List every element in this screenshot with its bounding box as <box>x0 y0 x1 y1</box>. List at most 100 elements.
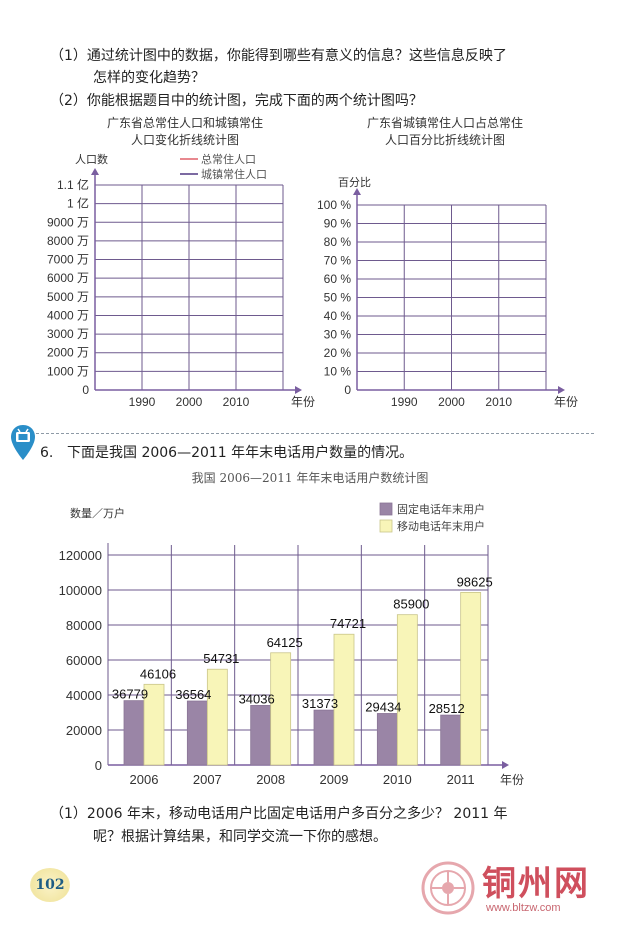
bar <box>440 714 462 766</box>
bar <box>396 614 418 766</box>
x-axis-label: 年份 <box>554 395 578 409</box>
bar-data-label: 36564 <box>175 687 211 702</box>
y-tick-label: 50 % <box>324 291 352 305</box>
bar-data-label: 54731 <box>203 651 239 666</box>
y-tick-label: 9000 万 <box>47 215 89 229</box>
bar-x-tick-label: 2008 <box>256 772 285 787</box>
x-axis-arrow <box>295 386 302 394</box>
right-chart-y-ticks: 0 10 % 20 % 30 % 40 % 50 % 60 % 70 % 80 % 90 % 100… <box>317 198 351 397</box>
y-tick-label: 4000 万 <box>47 308 89 322</box>
bar <box>206 668 228 766</box>
bar-y-tick-label: 40000 <box>66 688 102 703</box>
bar-chart-y-ticks: 0 20000 40000 60000 80000 100000 120000 <box>59 548 102 773</box>
question-1-line1: （1）通过统计图中的数据，你能得到哪些有意义的信息？这些信息反映了 <box>50 48 507 64</box>
bar-x-axis-arrow <box>502 761 509 769</box>
x-axis-label: 年份 <box>291 395 315 409</box>
bar-chart-x-ticks: 2006 2007 2008 2009 2010 2011 年份 <box>130 772 524 787</box>
left-chart-x-ticks: 1990 2000 2010 年份 <box>129 395 315 409</box>
bar-x-tick-label: 2011 <box>447 772 475 787</box>
bar <box>250 705 272 766</box>
y-tick-label: 100 % <box>317 198 351 212</box>
question-1-line2: 怎样的变化趋势？ <box>93 70 205 86</box>
y-tick-label: 2000 万 <box>47 346 89 360</box>
legend-label: 城镇常住人口 <box>201 167 267 181</box>
bar <box>333 633 355 766</box>
x-tick-label: 2000 <box>438 395 465 409</box>
watermark-url: www.bltzw.com <box>486 902 561 914</box>
y-axis-arrow <box>91 168 99 175</box>
y-tick-label: 60 % <box>324 272 352 286</box>
y-axis-arrow <box>353 188 361 195</box>
bar-x-tick-label: 2010 <box>383 772 412 787</box>
bar-data-label: 34036 <box>239 691 275 706</box>
y-tick-label: 1 亿 <box>67 196 89 211</box>
bar-legend-swatch <box>379 519 393 533</box>
left-chart-title-line1: 广东省总常住人口和城镇常住 <box>106 116 263 130</box>
y-tick-label: 5000 万 <box>47 290 89 304</box>
bar-y-tick-label: 20000 <box>66 723 102 738</box>
bar-data-label: 36779 <box>112 687 148 702</box>
bar-data-label: 31373 <box>302 696 338 711</box>
bar-chart-ylabel: 数量／万户 <box>70 507 125 520</box>
bar <box>270 652 292 766</box>
y-tick-label: 30 % <box>324 328 352 342</box>
x-axis-arrow <box>558 386 565 394</box>
bar-y-tick-label: 80000 <box>66 618 102 633</box>
bar-x-tick-label: 2006 <box>130 772 159 787</box>
y-tick-label: 80 % <box>324 235 352 249</box>
bar-chart-title: 我国 2006—2011 年年末电话用户数统计图 <box>191 471 429 485</box>
section-divider <box>36 433 594 434</box>
y-tick-label: 1000 万 <box>47 364 89 378</box>
page-number-badge: 102 <box>30 868 70 902</box>
right-chart-x-ticks: 1990 2000 2010 年份 <box>391 395 578 409</box>
bar-y-tick-label: 60000 <box>66 653 102 668</box>
bar <box>460 592 482 766</box>
y-tick-label: 3000 万 <box>47 327 89 341</box>
y-tick-label: 0 <box>344 383 351 397</box>
bottom-question-line2: 呢？根据计算结果，和同学交流一下你的感想。 <box>93 829 387 845</box>
page-number: 102 <box>35 877 65 893</box>
problem-6-number: 6. <box>40 445 54 461</box>
bar-y-tick-label: 120000 <box>59 548 102 563</box>
y-tick-label: 6000 万 <box>47 271 89 285</box>
question-2: （2）你能根据题目中的统计图，完成下面的两个统计图吗？ <box>50 93 423 109</box>
y-tick-label: 20 % <box>324 346 352 360</box>
left-chart-y-ticks: 0 1000 万 2000 万 3000 万 4000 万 5000 万 6000 万 700… <box>47 177 89 397</box>
bar-legend-label: 固定电话年末用户 <box>397 502 485 516</box>
bar-data-label: 46106 <box>140 666 176 681</box>
right-chart-title-line2: 人口百分比折线统计图 <box>384 133 505 147</box>
bar-legend-swatch <box>379 502 393 516</box>
x-tick-label: 1990 <box>391 395 418 409</box>
bottom-question-line1: （1）2006 年末，移动电话用户比固定电话用户多百分之多少？ 2011 年 <box>50 806 508 822</box>
bar <box>123 700 145 766</box>
bar-data-label: 64125 <box>267 635 303 650</box>
y-tick-label: 7000 万 <box>47 253 89 267</box>
bar-x-axis-label: 年份 <box>500 773 524 787</box>
pin-icon <box>10 424 36 462</box>
bar <box>313 709 335 766</box>
y-tick-label: 1.1 亿 <box>57 177 89 192</box>
watermark-site-name: 铜州网 <box>482 864 590 904</box>
y-tick-label: 8000 万 <box>47 234 89 248</box>
x-tick-label: 1990 <box>129 395 156 409</box>
bar-chart-bars <box>123 592 482 766</box>
bar <box>376 713 398 766</box>
right-chart-ylabel: 百分比 <box>338 176 371 189</box>
left-chart-title-line2: 人口变化折线统计图 <box>130 133 239 147</box>
right-chart-title: 广东省城镇常住人口占总常住 人口百分比折线统计图 <box>330 115 560 149</box>
right-chart-title-line1: 广东省城镇常住人口占总常住 <box>366 116 523 130</box>
bar-chart-grid <box>107 543 509 769</box>
x-tick-label: 2010 <box>223 395 250 409</box>
legend-label: 总常住人口 <box>201 152 256 166</box>
right-chart-grid <box>353 188 565 394</box>
watermark-logo-icon <box>420 860 476 916</box>
y-tick-label: 70 % <box>324 254 352 268</box>
x-tick-label: 2010 <box>485 395 512 409</box>
bar-data-label: 98625 <box>457 574 493 589</box>
bar <box>186 700 208 766</box>
y-tick-label: 10 % <box>324 365 352 379</box>
left-chart-grid <box>91 168 302 394</box>
